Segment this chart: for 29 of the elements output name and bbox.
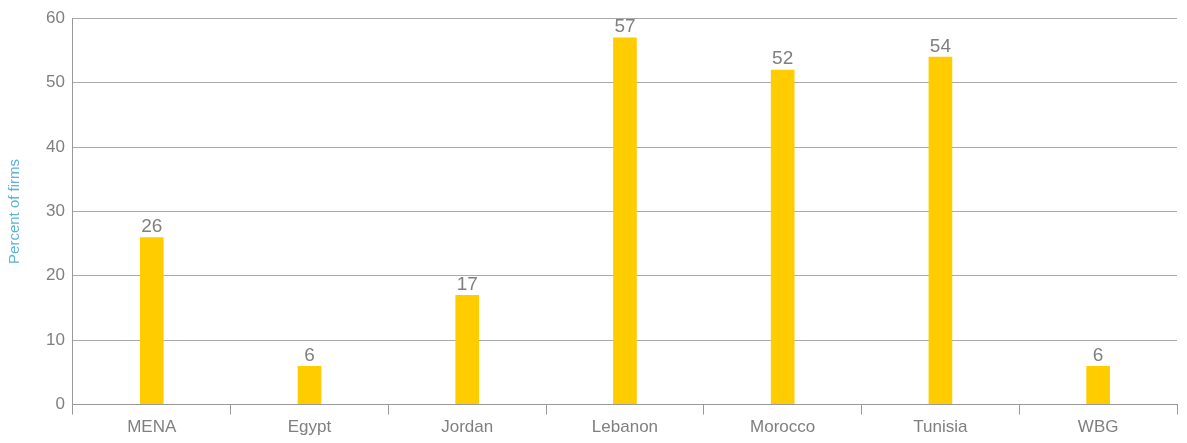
y-tick-label: 20 xyxy=(45,265,65,285)
x-tick-label: WBG xyxy=(1077,417,1119,437)
x-tick-label: Egypt xyxy=(287,417,332,437)
x-tick-label: MENA xyxy=(127,417,177,437)
x-tick-label: Jordan xyxy=(441,417,494,437)
y-tick-label: 60 xyxy=(45,7,65,27)
y-tick-label: 0 xyxy=(55,394,65,414)
bar xyxy=(139,237,164,405)
y-axis-title: Percent of firms xyxy=(5,158,23,264)
data-label: 17 xyxy=(456,272,478,294)
data-label: 6 xyxy=(304,343,315,365)
data-label: 6 xyxy=(1092,343,1104,365)
x-tick-label: Lebanon xyxy=(591,417,659,437)
y-tick-label: 40 xyxy=(45,136,65,156)
y-tick-label: 30 xyxy=(45,201,65,221)
data-label: 26 xyxy=(141,214,163,236)
data-label: 52 xyxy=(772,47,794,69)
bar xyxy=(455,295,480,405)
bar xyxy=(1086,365,1110,405)
y-tick-label: 10 xyxy=(45,329,65,349)
y-tick-label: 50 xyxy=(45,72,65,92)
bar xyxy=(770,69,795,405)
x-tick-label: Morocco xyxy=(750,417,816,437)
bar xyxy=(297,365,322,405)
bar xyxy=(928,56,953,405)
bar xyxy=(613,37,637,405)
data-label: 54 xyxy=(929,34,952,56)
data-label: 57 xyxy=(614,15,636,37)
x-tick-label: Tunisia xyxy=(913,417,969,437)
